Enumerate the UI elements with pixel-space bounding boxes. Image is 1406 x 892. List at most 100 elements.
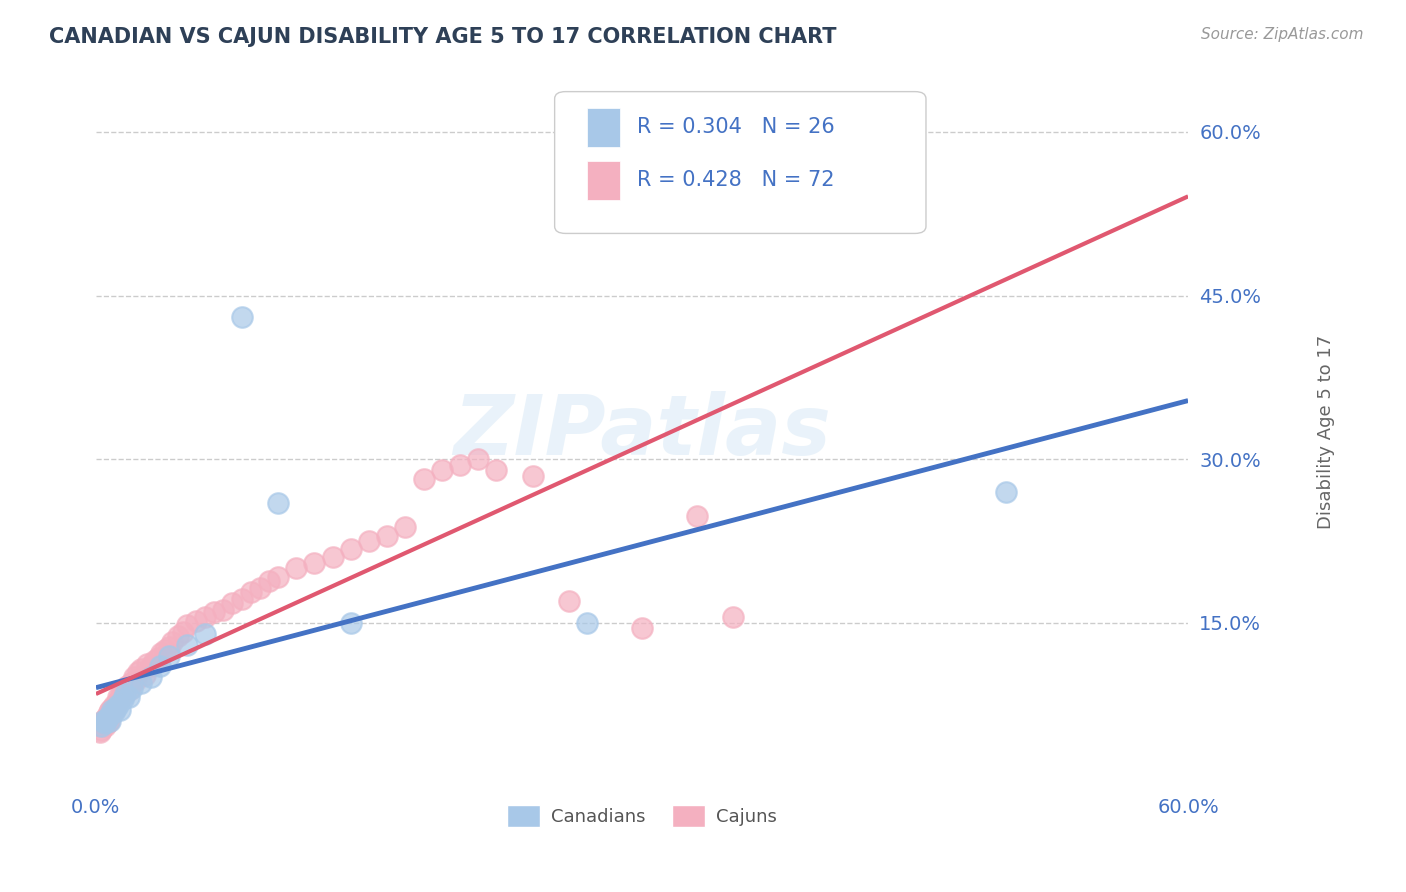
Point — [339, 615, 361, 630]
Point — [139, 659, 162, 673]
Legend: Canadians, Cajuns: Canadians, Cajuns — [501, 797, 783, 834]
Point — [118, 690, 141, 704]
FancyBboxPatch shape — [554, 92, 927, 234]
Text: Source: ZipAtlas.com: Source: ZipAtlas.com — [1201, 27, 1364, 42]
Point — [157, 648, 180, 663]
Point — [114, 681, 136, 696]
Point — [103, 698, 125, 712]
Point — [449, 458, 471, 472]
Point — [112, 683, 135, 698]
Point — [231, 310, 253, 325]
Point — [90, 719, 112, 733]
Point — [91, 714, 114, 728]
Point — [115, 679, 138, 693]
Point — [212, 603, 235, 617]
Point — [122, 670, 145, 684]
Point — [97, 708, 120, 723]
Point — [107, 698, 129, 712]
Point — [150, 647, 173, 661]
Point — [97, 706, 120, 720]
Point — [96, 712, 118, 726]
Point — [120, 676, 142, 690]
Point — [257, 574, 280, 589]
Point — [162, 635, 184, 649]
Point — [90, 719, 112, 733]
Point — [121, 676, 143, 690]
Point — [176, 618, 198, 632]
Point — [97, 714, 120, 728]
Point — [176, 638, 198, 652]
Point — [166, 629, 188, 643]
Point — [100, 714, 122, 728]
Point — [184, 614, 207, 628]
Point — [108, 703, 131, 717]
Point — [153, 643, 176, 657]
FancyBboxPatch shape — [588, 161, 620, 200]
Text: ZIPatlas: ZIPatlas — [453, 392, 831, 473]
Point — [339, 541, 361, 556]
Text: CANADIAN VS CAJUN DISABILITY AGE 5 TO 17 CORRELATION CHART: CANADIAN VS CAJUN DISABILITY AGE 5 TO 17… — [49, 27, 837, 46]
Point — [101, 701, 124, 715]
Point — [221, 596, 243, 610]
Point — [143, 654, 166, 668]
Point — [375, 528, 398, 542]
Point — [108, 692, 131, 706]
Point — [304, 556, 326, 570]
Point — [135, 657, 157, 672]
Point — [91, 716, 114, 731]
Point — [118, 683, 141, 698]
Text: R = 0.428   N = 72: R = 0.428 N = 72 — [637, 170, 834, 190]
Point — [107, 690, 129, 704]
Point — [103, 706, 125, 720]
Text: R = 0.304   N = 26: R = 0.304 N = 26 — [637, 117, 834, 137]
Point — [394, 520, 416, 534]
Point — [89, 725, 111, 739]
Point — [322, 550, 344, 565]
Point — [107, 694, 129, 708]
Point — [558, 594, 581, 608]
Point — [110, 687, 132, 701]
Point — [90, 723, 112, 737]
Point — [267, 496, 290, 510]
Point — [96, 716, 118, 731]
Point — [127, 665, 149, 679]
Point — [96, 708, 118, 723]
Point — [522, 468, 544, 483]
Point — [576, 615, 599, 630]
Point — [467, 452, 489, 467]
Point — [194, 626, 217, 640]
Point — [101, 706, 124, 720]
Point — [249, 581, 271, 595]
Point — [157, 640, 180, 654]
Point — [146, 650, 169, 665]
Point — [239, 585, 262, 599]
Point — [485, 463, 508, 477]
Point — [430, 463, 453, 477]
FancyBboxPatch shape — [588, 108, 620, 146]
Point — [103, 703, 125, 717]
Point — [100, 708, 122, 723]
Point — [995, 485, 1018, 500]
Point — [94, 719, 117, 733]
Point — [114, 687, 136, 701]
Point — [231, 591, 253, 606]
Point — [94, 712, 117, 726]
Point — [267, 570, 290, 584]
Point — [121, 681, 143, 696]
Point — [685, 508, 707, 523]
Point — [149, 659, 172, 673]
Point — [139, 670, 162, 684]
Point — [104, 701, 127, 715]
Point — [125, 673, 148, 687]
Point — [131, 676, 153, 690]
Point — [100, 703, 122, 717]
Point — [631, 621, 654, 635]
Point — [112, 692, 135, 706]
Point — [134, 668, 156, 682]
Point — [357, 534, 380, 549]
Point — [104, 698, 127, 712]
Point — [94, 716, 117, 731]
Point — [202, 605, 225, 619]
Point — [285, 561, 308, 575]
Y-axis label: Disability Age 5 to 17: Disability Age 5 to 17 — [1317, 334, 1334, 529]
